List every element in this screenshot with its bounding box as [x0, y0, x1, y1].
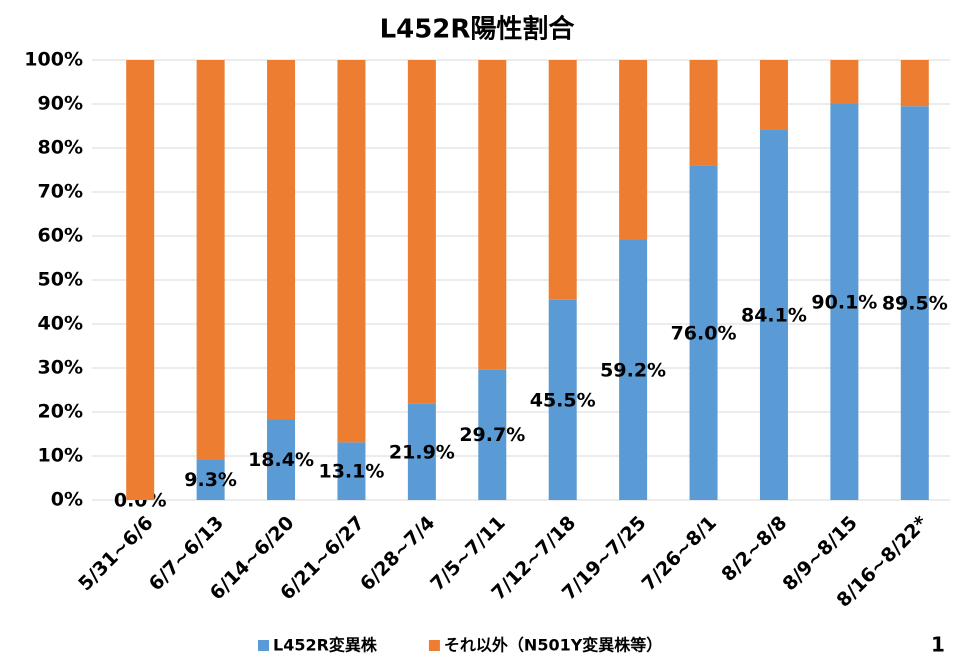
bar-segment [830, 103, 859, 500]
legend-label: それ以外（N501Y変異株等） [444, 636, 662, 655]
chart-title: L452R陽性割合 [380, 14, 576, 45]
value-label: 45.5% [530, 389, 596, 411]
y-tick-label: 100% [24, 49, 83, 71]
y-tick-label: 30% [38, 357, 83, 379]
bar-segment [196, 459, 225, 500]
bar-segment [619, 60, 648, 240]
bar-segment [900, 106, 929, 500]
value-label: 9.3% [184, 469, 237, 491]
bar-segment [548, 299, 577, 500]
bar-segment [407, 60, 436, 404]
bar-segment [337, 442, 366, 500]
value-label: 21.9% [389, 441, 455, 463]
value-label: 90.1% [811, 291, 877, 313]
bar-segment [267, 60, 296, 420]
y-tick-label: 60% [38, 225, 83, 247]
bar-segment [900, 60, 929, 107]
bar-segment [196, 60, 225, 460]
y-tick-label: 50% [38, 269, 83, 291]
y-tick-label: 0% [51, 489, 83, 511]
value-label: 84.1% [741, 304, 807, 326]
legend-label: L452R変異株 [273, 636, 378, 655]
legend-swatch [428, 640, 440, 651]
bar-segment [759, 129, 788, 500]
x-tick-label: 5/31~6/6 [74, 512, 157, 595]
value-label: 59.2% [600, 359, 666, 381]
y-tick-label: 70% [38, 181, 83, 203]
bar-segment [689, 60, 718, 166]
x-tick-label: 8/2~8/8 [717, 512, 791, 586]
value-label: 76.0% [671, 322, 737, 344]
bar-segment [478, 369, 507, 500]
bar-segment [830, 60, 859, 104]
y-tick-label: 10% [38, 445, 83, 467]
bar-segment [267, 419, 296, 500]
bar-segment [619, 239, 648, 500]
bar-segment [126, 60, 155, 500]
y-tick-label: 80% [38, 137, 83, 159]
value-label: 13.1% [318, 461, 384, 483]
bar-segment [478, 60, 507, 370]
bar-segment [689, 165, 718, 500]
bar-segment [337, 60, 366, 443]
y-tick-label: 90% [38, 93, 83, 115]
value-label: 29.7% [459, 424, 525, 446]
bar-segment [407, 403, 436, 500]
x-tick-label: 7/26~8/1 [638, 512, 721, 595]
legend-swatch [258, 640, 269, 651]
value-label: 89.5% [882, 293, 948, 315]
y-tick-label: 40% [38, 313, 83, 335]
page-number: 1 [931, 633, 945, 657]
value-label: 18.4% [248, 449, 314, 471]
bar-segment [548, 60, 577, 300]
bar-segment [759, 60, 788, 130]
y-tick-label: 20% [38, 401, 83, 423]
x-tick-label: 6/28~7/4 [356, 512, 439, 595]
